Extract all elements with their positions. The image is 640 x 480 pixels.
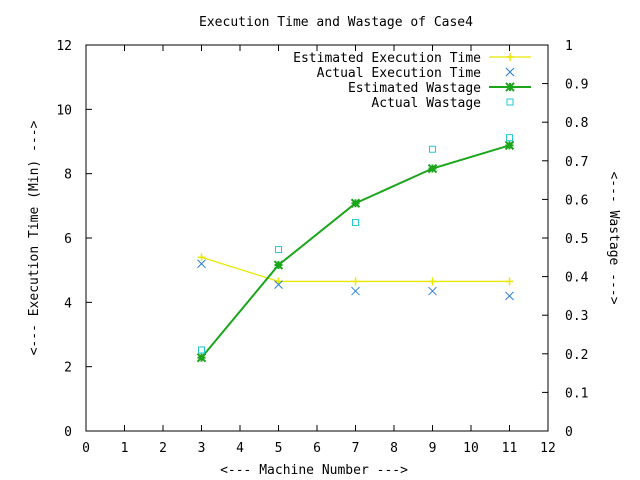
x-tick-label: 5 [275,441,283,456]
data-point [505,277,514,286]
y-tick-label: 8 [64,168,72,183]
axes: 0 1 2 3 4 5 6 7 8 9 10 11 1202468101200.10.20.30.40.… [56,39,588,456]
x-tick-label: 11 [502,441,518,456]
data-point [274,280,283,289]
x-tick-label: 9 [429,441,437,456]
y-axis-label: <--- Execution Time (Min) ---> [27,120,42,355]
x-axis-label: <--- Machine Number ---> [220,463,408,478]
legend-marker [506,98,514,106]
x-tick-label: 1 [121,441,129,456]
data-point [273,260,284,270]
series-layer [196,134,515,363]
y2-tick-label: 0.5 [565,232,588,247]
data-point [429,145,436,153]
y2-tick-label: 0 [565,425,573,440]
data-point [196,352,207,363]
x-tick-label: 0 [82,441,90,456]
y-tick-label: 10 [56,103,72,118]
legend-marker [505,67,515,77]
legend-marker [505,82,515,92]
y2-tick-label: 1 [565,39,573,54]
data-point [350,198,361,208]
data-point [428,286,437,296]
data-point [275,246,282,254]
data-point [428,277,437,286]
x-tick-label: 6 [313,441,321,456]
data-point [506,134,513,142]
y2-axis-label: <--- Wastage ---> [606,171,621,304]
y2-tick-label: 0.6 [565,193,588,208]
y2-tick-label: 0.3 [565,309,588,324]
y2-tick-label: 0.7 [565,155,588,170]
y-tick-label: 0 [64,425,72,440]
legend-label: Estimated Execution Time [293,51,481,66]
y-tick-label: 2 [64,361,72,376]
series-0 [197,253,514,286]
legend-label: Estimated Wastage [348,81,481,96]
legend-entry: Estimated Execution Time [293,51,531,66]
series-line [200,144,510,359]
legend-entry: Actual Wastage [371,96,514,111]
x-tick-label: 8 [390,441,398,456]
data-point [427,163,438,174]
x-tick-label: 10 [463,441,479,456]
legend-entry: Actual Execution Time [317,66,515,81]
data-point [351,277,360,286]
data-point [198,346,205,354]
y-tick-label: 4 [64,296,72,311]
series-1 [197,259,514,301]
y2-tick-label: 0.8 [565,116,588,131]
y2-tick-label: 0.9 [565,78,588,93]
y-tick-label: 12 [56,39,72,54]
data-point [197,253,206,262]
data-point [505,291,514,301]
legend-marker [506,53,514,61]
x-tick-label: 3 [198,441,206,456]
legend-label: Actual Wastage [371,96,481,111]
data-point [352,219,359,227]
series-3 [198,134,513,354]
data-point [504,140,515,151]
x-tick-label: 7 [352,441,360,456]
x-tick-label: 2 [159,441,167,456]
legend-label: Actual Execution Time [317,66,482,81]
y2-tick-label: 0.4 [565,271,589,286]
series-2 [196,140,515,363]
y2-tick-label: 0.2 [565,348,588,363]
x-tick-label: 12 [540,441,556,456]
x-tick-label: 4 [236,441,244,456]
chart-title: Execution Time and Wastage of Case4 [199,15,473,30]
legend-entry: Estimated Wastage [348,81,531,96]
data-point [351,286,360,296]
data-point [197,259,206,269]
y2-tick-label: 0.1 [565,386,588,401]
y-tick-label: 6 [64,232,72,247]
